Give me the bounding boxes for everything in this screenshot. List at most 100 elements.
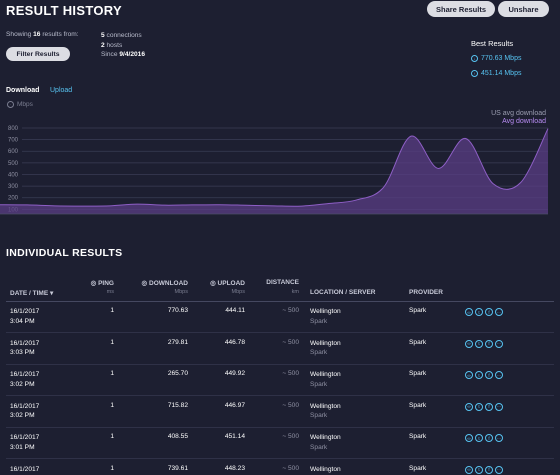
row-download: 279.81: [167, 338, 188, 346]
row-upload: 448.23: [224, 464, 245, 472]
avg-download-area: [0, 128, 548, 214]
row-location: Wellington Spark: [310, 339, 341, 357]
more-icon[interactable]: ···: [495, 339, 503, 348]
col-provider[interactable]: PROVIDER: [409, 289, 443, 296]
row-datetime: 16/1/2017 3:02 PM: [10, 371, 40, 388]
facebook-icon[interactable]: f: [485, 465, 493, 474]
download-chart: 800700600500400300200100: [0, 126, 549, 215]
best-upload: ↑ 451.14 Mbps: [471, 70, 521, 77]
twitter-icon[interactable]: t: [475, 402, 483, 411]
row-share-icons: ∞ t f ···: [465, 371, 503, 379]
twitter-icon[interactable]: t: [475, 308, 483, 316]
col-download-unit: Mbps: [174, 289, 188, 295]
row-ping: 1: [110, 307, 114, 314]
facebook-icon[interactable]: f: [485, 339, 493, 348]
twitter-icon[interactable]: t: [475, 434, 483, 442]
y-tick-label: 500: [8, 161, 19, 167]
facebook-icon[interactable]: f: [485, 402, 493, 411]
legend-us-avg: US avg download: [491, 110, 546, 117]
more-icon[interactable]: ···: [495, 434, 503, 442]
row-ping: 1: [110, 464, 114, 472]
row-upload: 451.14: [224, 433, 245, 440]
row-download: 408.55: [167, 433, 188, 440]
row-share-icons: ∞ t f ···: [465, 339, 503, 348]
col-date[interactable]: DATE / TIME ▾: [10, 290, 54, 297]
share-results-button[interactable]: Share Results: [427, 1, 495, 17]
row-distance: ~ 500: [282, 464, 299, 472]
row-distance: ~ 500: [282, 307, 299, 314]
link-icon[interactable]: ∞: [465, 308, 473, 316]
row-share-icons: ∞ t f ···: [465, 402, 503, 411]
link-icon[interactable]: ∞: [465, 402, 473, 411]
row-provider: Spark: [409, 338, 427, 346]
col-distance[interactable]: DISTANCE: [266, 279, 299, 286]
filter-results-button[interactable]: Filter Results: [6, 47, 70, 61]
row-datetime: 16/1/2017 3:04 PM: [10, 308, 40, 325]
row-distance: ~ 500: [282, 370, 299, 377]
col-upload[interactable]: ◎ UPLOAD: [210, 280, 245, 287]
facebook-icon[interactable]: f: [485, 434, 493, 442]
row-share-icons: ∞ t f ···: [465, 465, 503, 474]
row-provider: Spark: [409, 401, 427, 409]
y-tick-label: 300: [8, 184, 19, 190]
row-distance: ~ 500: [282, 433, 299, 440]
twitter-icon[interactable]: t: [475, 339, 483, 348]
row-upload: 449.92: [224, 370, 245, 377]
row-divider: [6, 458, 554, 459]
row-datetime: 16/1/2017 3:01 PM: [10, 434, 40, 451]
row-divider: [6, 395, 554, 396]
speed-icon: ·: [7, 101, 14, 108]
link-icon[interactable]: ∞: [465, 339, 473, 348]
twitter-icon[interactable]: t: [475, 465, 483, 474]
row-datetime: 16/1/2017 3:03 PM: [10, 339, 40, 357]
col-upload-unit: Mbps: [231, 289, 245, 295]
facebook-icon[interactable]: f: [485, 371, 493, 379]
row-ping: 1: [110, 401, 114, 409]
download-icon: ↓: [471, 55, 478, 62]
header-divider: [6, 301, 554, 302]
row-upload: 444.11: [225, 307, 245, 314]
twitter-icon[interactable]: t: [475, 371, 483, 379]
y-tick-label: 800: [8, 126, 19, 132]
col-location[interactable]: LOCATION / SERVER: [310, 289, 376, 296]
col-download[interactable]: ◎ DOWNLOAD: [141, 280, 188, 287]
more-icon[interactable]: ···: [495, 402, 503, 411]
chart-unit: · Mbps: [7, 101, 33, 108]
facebook-icon[interactable]: f: [485, 308, 493, 316]
best-download: ↓ 770.63 Mbps: [471, 55, 521, 62]
y-tick-label: 600: [8, 149, 19, 155]
row-datetime: 16/1/2017 2:48 PM: [10, 465, 40, 473]
row-location: Wellington Spark: [310, 465, 341, 473]
row-download: 770.63: [167, 307, 188, 314]
row-ping: 1: [110, 370, 114, 377]
best-results-title: Best Results: [471, 39, 514, 48]
row-divider: [6, 332, 554, 333]
showing-summary: Showing 16 results from:: [6, 31, 79, 38]
more-icon[interactable]: ···: [495, 371, 503, 379]
tab-upload[interactable]: Upload: [50, 87, 73, 94]
y-tick-label: 400: [8, 172, 19, 178]
row-provider: Spark: [409, 464, 427, 472]
download-col-icon: ◎: [141, 280, 149, 287]
individual-results-title: INDIVIDUAL RESULTS: [6, 247, 123, 259]
row-ping: 1: [110, 433, 114, 440]
row-distance: ~ 500: [282, 338, 299, 346]
more-icon[interactable]: ···: [495, 465, 503, 474]
avg-download-line: [0, 128, 549, 207]
ping-icon: ◎: [90, 280, 99, 287]
legend-avg-download: Avg download: [502, 118, 546, 125]
link-icon[interactable]: ∞: [465, 465, 473, 474]
tab-download[interactable]: Download: [6, 87, 40, 94]
row-ping: 1: [110, 338, 114, 346]
unshare-button[interactable]: Unshare: [498, 1, 549, 17]
col-ping-unit: ms: [106, 289, 114, 295]
row-divider: [6, 426, 554, 428]
row-location: Wellington Spark: [310, 402, 341, 420]
col-ping[interactable]: ◎ PING: [90, 280, 114, 287]
more-icon[interactable]: ···: [495, 308, 503, 316]
row-distance: ~ 500: [282, 401, 299, 409]
row-download: 265.70: [167, 370, 188, 377]
link-icon[interactable]: ∞: [465, 434, 473, 442]
upload-icon: ↑: [471, 70, 478, 77]
link-icon[interactable]: ∞: [465, 371, 473, 379]
